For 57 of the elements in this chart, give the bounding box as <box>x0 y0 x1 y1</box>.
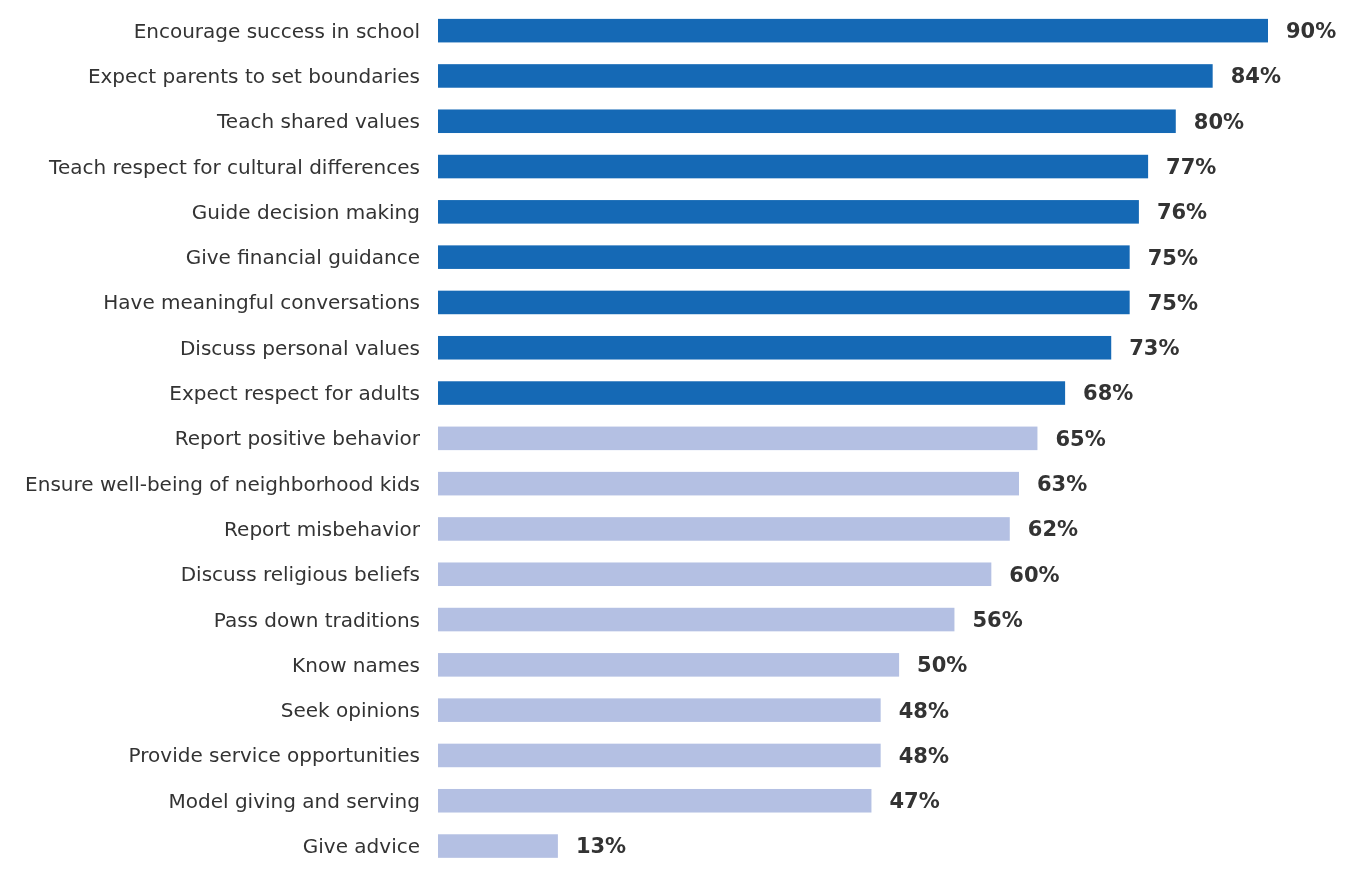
y-tick-label: Ensure well-being of neighborhood kids <box>25 471 420 496</box>
bar <box>438 653 900 677</box>
y-tick-label: Expect parents to set boundaries <box>87 63 420 88</box>
bar <box>438 290 1130 315</box>
y-tick-label: Provide service opportunities <box>128 743 420 768</box>
data-label: 68% <box>1083 381 1134 406</box>
y-tick-label: Report positive behavior <box>174 426 421 451</box>
data-label: 62% <box>1027 517 1079 542</box>
bar <box>438 471 1019 496</box>
y-tick-label: Teach respect for cultural differences <box>48 154 420 179</box>
y-tick-label: Discuss personal values <box>179 335 420 360</box>
data-label: 75% <box>1147 290 1198 315</box>
y-tick-label: Give financial guidance <box>185 245 420 270</box>
data-label: 80% <box>1193 109 1245 134</box>
bar <box>438 154 1149 179</box>
y-tick-label: Discuss religious beliefs <box>180 562 420 587</box>
bar <box>438 64 1213 88</box>
y-tick-label: Have meaningful conversations <box>103 290 420 315</box>
bar <box>438 18 1268 43</box>
bar <box>438 426 1038 451</box>
bar <box>438 517 1010 541</box>
y-tick-label: Expect respect for adults <box>169 381 420 406</box>
data-label: 13% <box>575 834 627 859</box>
data-label: 47% <box>889 789 940 814</box>
bar <box>438 245 1130 269</box>
bar <box>438 743 881 768</box>
bar <box>438 698 881 722</box>
data-label: 77% <box>1166 154 1217 179</box>
y-tick-label: Model giving and serving <box>168 788 420 813</box>
data-label: 84% <box>1230 64 1281 89</box>
bar <box>438 381 1066 405</box>
data-label: 56% <box>972 607 1023 632</box>
y-tick-label: Teach shared values <box>216 109 420 134</box>
data-label: 50% <box>917 653 968 678</box>
bar <box>438 834 558 858</box>
y-tick-label: Give advice <box>302 834 420 859</box>
y-tick-label: Seek opinions <box>280 698 420 723</box>
data-label: 90% <box>1286 19 1337 43</box>
bar <box>438 788 872 813</box>
data-label: 75% <box>1147 245 1198 270</box>
data-label: 73% <box>1129 336 1180 361</box>
bar <box>438 607 955 632</box>
data-label: 48% <box>898 743 949 768</box>
y-tick-label: Know names <box>292 652 420 677</box>
bar <box>438 335 1112 360</box>
y-tick-label: Pass down traditions <box>213 607 420 632</box>
bar <box>438 200 1139 224</box>
y-tick-label: Guide decision making <box>191 199 420 224</box>
data-label: 60% <box>1009 562 1060 587</box>
data-label: 63% <box>1037 472 1088 496</box>
bar <box>438 109 1176 134</box>
data-label: 76% <box>1156 200 1208 225</box>
y-tick-label: Report misbehavior <box>224 516 421 541</box>
data-label: 65% <box>1055 426 1106 451</box>
bar <box>438 562 992 587</box>
data-label: 48% <box>898 698 949 723</box>
y-tick-label: Encourage success in school <box>133 18 420 43</box>
